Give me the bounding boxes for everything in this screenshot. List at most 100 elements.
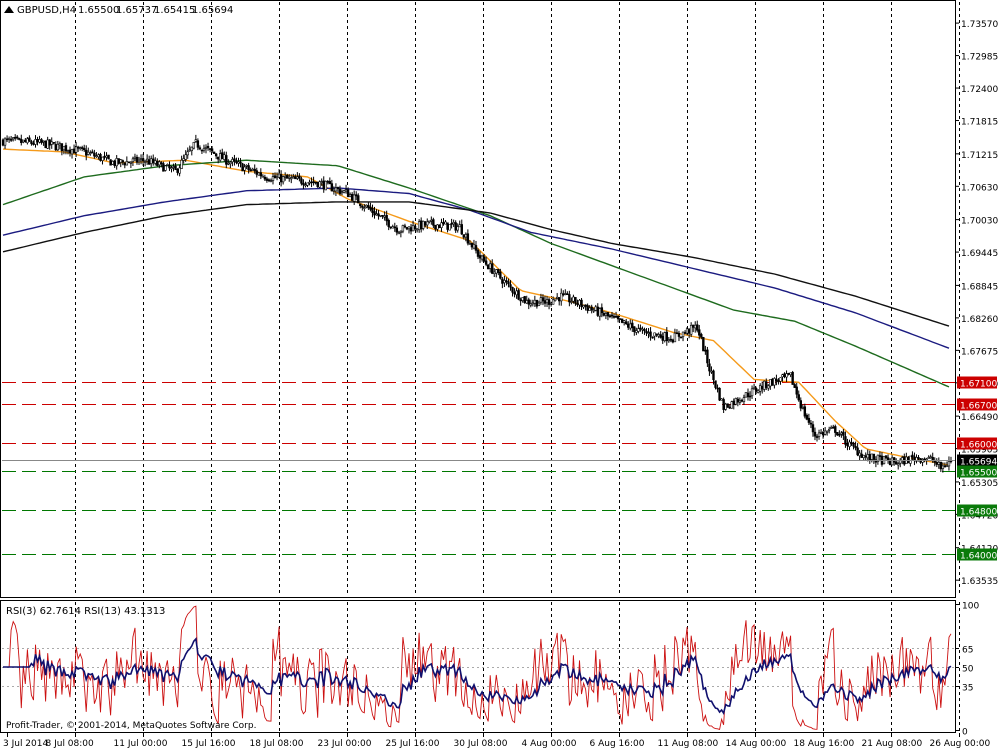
candle-body (89, 152, 92, 155)
candle-body (344, 189, 348, 192)
candle-body (233, 158, 236, 162)
candle-body (38, 139, 41, 143)
price-tick-label: 1.67675 (961, 347, 998, 357)
candle-body (558, 297, 561, 302)
candle-body (541, 297, 545, 302)
candle-body (383, 215, 386, 218)
candle-body (560, 292, 563, 302)
candle-body (214, 153, 218, 157)
price-panel-frame (0, 0, 956, 598)
candle-body (677, 332, 681, 337)
candle-body (288, 176, 291, 179)
candle-body (229, 161, 232, 165)
candle-body (403, 225, 407, 228)
candle-body (135, 156, 139, 163)
candle-body (424, 221, 427, 226)
candle-body (917, 457, 920, 459)
candle-body (756, 390, 760, 393)
candle-body (294, 176, 297, 180)
candle-body (200, 149, 204, 152)
candle-body (139, 158, 143, 160)
candle-body (172, 166, 175, 168)
candle-body (350, 194, 354, 201)
candle-body (36, 139, 39, 143)
time-tick-label: 18 Aug 16:00 (794, 739, 855, 749)
candle-body (241, 163, 244, 172)
candle-body (5, 138, 9, 141)
candle-body (515, 290, 518, 296)
current-price-label: 1.65694 (960, 458, 997, 468)
copyright-watermark: Profit-Trader, © 2001-2014, MetaQuotes S… (6, 721, 256, 731)
candle-body (807, 417, 811, 423)
candle-body (324, 181, 327, 191)
candle-body (472, 244, 476, 249)
candle-body (771, 378, 774, 386)
candle-body (803, 406, 807, 417)
candle-body (271, 176, 275, 181)
candle-body (373, 211, 376, 216)
candle-body (657, 334, 660, 337)
candle-body (277, 173, 281, 178)
candle-body (379, 215, 382, 217)
candle-body (787, 373, 790, 375)
candle-body (180, 159, 183, 169)
candle-body (509, 284, 512, 288)
candle-body (618, 318, 622, 320)
candle-body (395, 227, 399, 233)
candle-body (736, 398, 740, 403)
candle-body (397, 232, 401, 235)
candle-body (97, 154, 100, 158)
candle-body (706, 349, 709, 364)
candle-body (750, 388, 754, 397)
candle-body (562, 293, 565, 296)
candle-body (710, 370, 713, 373)
candle-body (539, 297, 543, 303)
candle-body (779, 377, 782, 382)
candle-body (525, 300, 528, 304)
candle-body (168, 165, 171, 169)
candle-body (521, 297, 524, 301)
candle-body (365, 204, 368, 208)
candle-body (947, 461, 951, 467)
candle-body (551, 299, 555, 305)
candle-body (26, 138, 29, 144)
candle-body (834, 426, 837, 433)
candle-body (269, 180, 273, 182)
time-tick-label: 11 Jul 00:00 (114, 739, 168, 749)
candle-body (239, 161, 242, 164)
candle-body (46, 139, 49, 149)
candle-body (655, 333, 658, 336)
time-tick-label: 3 Jul 2014 (3, 739, 48, 749)
candle-body (698, 329, 701, 336)
candle-body (80, 147, 84, 149)
candle-body (945, 465, 949, 467)
candle-body (225, 155, 228, 165)
candle-body (478, 255, 482, 259)
candle-body (830, 427, 833, 429)
candle-body (99, 154, 102, 161)
candle-body (428, 220, 431, 223)
candle-body (476, 249, 480, 257)
candle-body (210, 148, 214, 152)
candle-body (219, 153, 222, 161)
candle-body (594, 306, 597, 311)
price-tick-label: 1.63535 (961, 577, 998, 587)
candle-body (432, 219, 435, 226)
candle-body (227, 162, 230, 165)
candle-body (894, 461, 898, 465)
candle-body (103, 155, 106, 158)
rsi-tick-label: 50 (962, 665, 974, 675)
candle-body (470, 242, 474, 248)
candle-body (911, 454, 914, 458)
price-tick-label: 1.66490 (961, 413, 998, 423)
candle-body (582, 305, 585, 308)
candle-body (52, 142, 55, 144)
candle-body (332, 189, 336, 192)
candle-body (572, 296, 575, 302)
candle-body (929, 456, 932, 458)
time-tick-label: 15 Jul 16:00 (182, 739, 236, 749)
candle-body (629, 323, 632, 329)
